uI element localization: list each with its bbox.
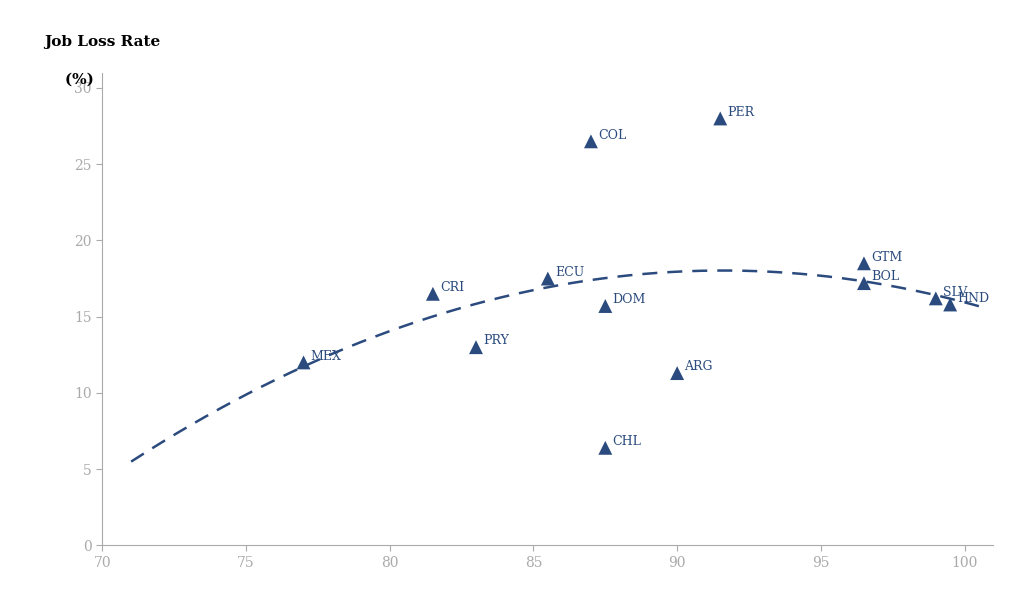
Text: ARG: ARG — [684, 361, 713, 373]
Text: SLV: SLV — [943, 285, 967, 299]
Text: PRY: PRY — [483, 335, 509, 347]
Text: PER: PER — [727, 105, 755, 119]
Text: COL: COL — [598, 128, 626, 142]
Text: DOM: DOM — [612, 293, 646, 306]
Text: CRI: CRI — [440, 281, 464, 294]
Point — [712, 113, 728, 123]
Point — [669, 368, 685, 378]
Point — [295, 358, 311, 367]
Text: (%): (%) — [44, 73, 94, 87]
Point — [856, 259, 872, 268]
Text: BOL: BOL — [870, 270, 899, 284]
Point — [942, 299, 958, 309]
Text: MEX: MEX — [310, 350, 341, 362]
Point — [468, 342, 484, 352]
Text: ECU: ECU — [555, 266, 584, 279]
Point — [425, 289, 441, 299]
Point — [583, 136, 599, 146]
Point — [540, 274, 556, 284]
Point — [597, 443, 613, 453]
Text: Job Loss Rate: Job Loss Rate — [44, 35, 161, 49]
Point — [597, 301, 613, 311]
Point — [928, 293, 944, 303]
Text: HND: HND — [957, 291, 989, 305]
Text: CHL: CHL — [612, 435, 641, 448]
Point — [856, 278, 872, 288]
Text: GTM: GTM — [870, 250, 902, 264]
